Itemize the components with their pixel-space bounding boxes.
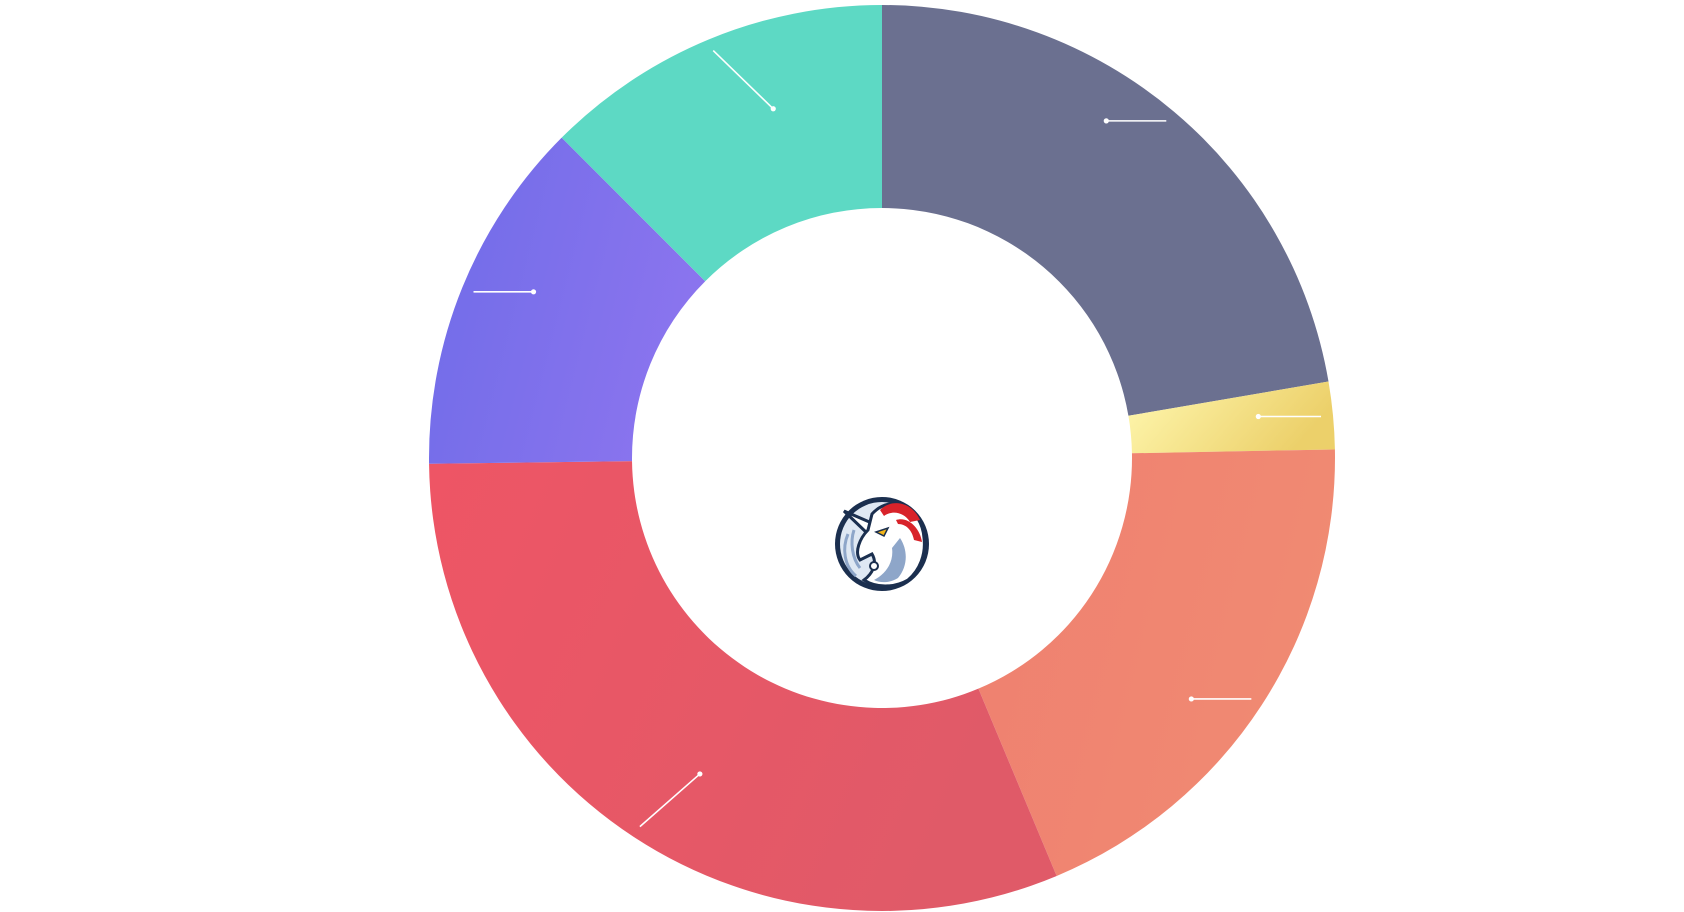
unicorn-logo-icon (835, 497, 929, 591)
leader-dot-3 (1188, 696, 1194, 702)
donut-slice-3[interactable] (978, 449, 1335, 876)
donut-slice-6[interactable] (561, 5, 882, 282)
leader-dot-5 (530, 289, 537, 295)
leader-dot-4 (697, 771, 703, 777)
leader-dot-1 (1103, 118, 1109, 124)
leader-line-4 (639, 773, 701, 828)
leader-line-6 (712, 49, 774, 110)
donut-slice-1[interactable] (882, 5, 1329, 416)
leader-lines (473, 49, 1322, 828)
donut-slices (429, 5, 1335, 911)
leader-dot-2 (1255, 413, 1261, 420)
leader-dot-6 (770, 106, 776, 112)
donut-slice-5[interactable] (429, 137, 706, 464)
donut-slice-4[interactable] (429, 461, 1057, 911)
donut-slice-2[interactable] (1128, 381, 1335, 454)
